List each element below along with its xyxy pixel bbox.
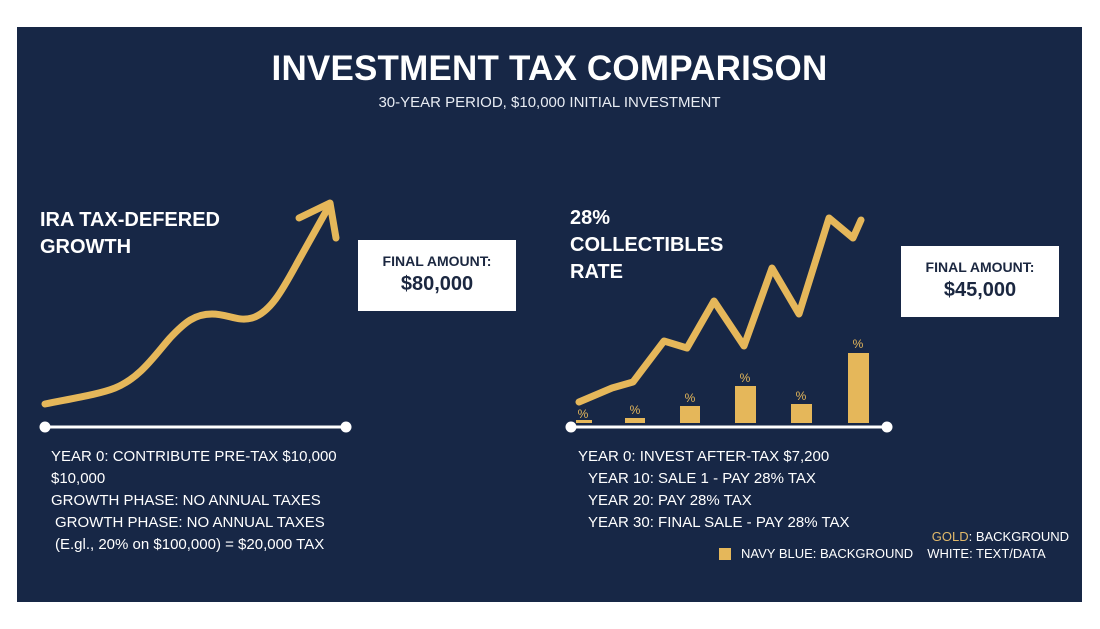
ira-headline-line2: GROWTH xyxy=(40,236,132,258)
ira-final-amount-box: FINAL AMOUNT: $80,000 xyxy=(358,240,516,311)
collectibles-value-line xyxy=(575,214,865,406)
page-subtitle: 30-YEAR PERIOD, $10,000 INITIAL INVESTME… xyxy=(378,94,721,111)
bar-label: % xyxy=(685,391,696,405)
legend-gold-word: GOLD xyxy=(931,529,969,544)
ira-headline: IRA TAX-DEFERED GROWTH xyxy=(40,207,220,261)
ira-growth-curve xyxy=(41,204,332,408)
note-line: (E.gl., 20% on $100,000) = $20,000 TAX xyxy=(55,536,325,553)
tax-bar xyxy=(576,420,592,423)
collectibles-final-amount-box: FINAL AMOUNT: $45,000 xyxy=(901,246,1059,317)
bar-label: % xyxy=(796,389,807,403)
timeline-end-dot xyxy=(340,421,352,433)
arrow-head-icon xyxy=(295,199,340,242)
note-line: GROWTH PHASE: NO ANNUAL TAXES xyxy=(51,492,321,509)
legend-gold-rest: : BACKGROUND xyxy=(968,529,1069,544)
collectibles-chart: % % % % % % xyxy=(565,214,893,433)
bar-label: % xyxy=(630,403,641,417)
bar-label: % xyxy=(740,371,751,385)
timeline-start-dot xyxy=(565,421,577,433)
final-amount-value: $80,000 xyxy=(400,273,474,295)
tax-bar xyxy=(625,418,645,423)
bar-label: % xyxy=(578,407,589,421)
collectibles-headline: 28% COLLECTIBLES RATE xyxy=(570,205,723,286)
tax-bar xyxy=(848,353,869,423)
legend-row: NAVY BLUE: BACKGROUND WHITE: TEXT/DATA xyxy=(719,546,1046,561)
ira-notes: YEAR 0: CONTRIBUTE PRE-TAX $10,000 $10,0… xyxy=(51,446,337,556)
note-line: YEAR 30: FINAL SALE - PAY 28% TAX xyxy=(588,514,850,531)
ira-growth-chart xyxy=(39,199,352,433)
legend-navy: NAVY BLUE: BACKGROUND xyxy=(741,546,914,561)
tax-bar xyxy=(791,404,812,423)
note-line: YEAR 10: SALE 1 - PAY 28% TAX xyxy=(588,470,816,487)
ira-headline-line1: IRA TAX-DEFERED xyxy=(40,209,220,231)
collectibles-headline-line3: RATE xyxy=(570,261,623,283)
bar-label: % xyxy=(853,337,864,351)
timeline-start-dot xyxy=(39,421,51,433)
tax-bar xyxy=(680,406,700,423)
final-amount-value: $45,000 xyxy=(943,279,1017,301)
page-title: INVESTMENT TAX COMPARISON xyxy=(271,49,828,88)
collectibles-headline-line2: COLLECTIBLES xyxy=(570,234,724,256)
collectibles-headline-line1: 28% xyxy=(570,207,611,229)
legend-gold: GOLD: BACKGROUND xyxy=(932,529,1069,544)
timeline-end-dot xyxy=(881,421,893,433)
note-line: YEAR 0: INVEST AFTER-TAX $7,200 xyxy=(578,448,830,465)
final-amount-label: FINAL AMOUNT: xyxy=(925,259,1035,275)
final-amount-label: FINAL AMOUNT: xyxy=(382,253,492,269)
note-line: YEAR 20: PAY 28% TAX xyxy=(588,492,752,509)
collectibles-notes: YEAR 0: INVEST AFTER-TAX $7,200 YEAR 10:… xyxy=(578,446,850,534)
note-line: GROWTH PHASE: NO ANNUAL TAXES xyxy=(55,514,325,531)
legend-white: WHITE: TEXT/DATA xyxy=(927,546,1046,561)
note-line: YEAR 0: CONTRIBUTE PRE-TAX $10,000 xyxy=(51,448,337,465)
tax-bar xyxy=(735,386,756,423)
gold-swatch-icon xyxy=(719,547,731,560)
note-line: $10,000 xyxy=(51,470,106,487)
